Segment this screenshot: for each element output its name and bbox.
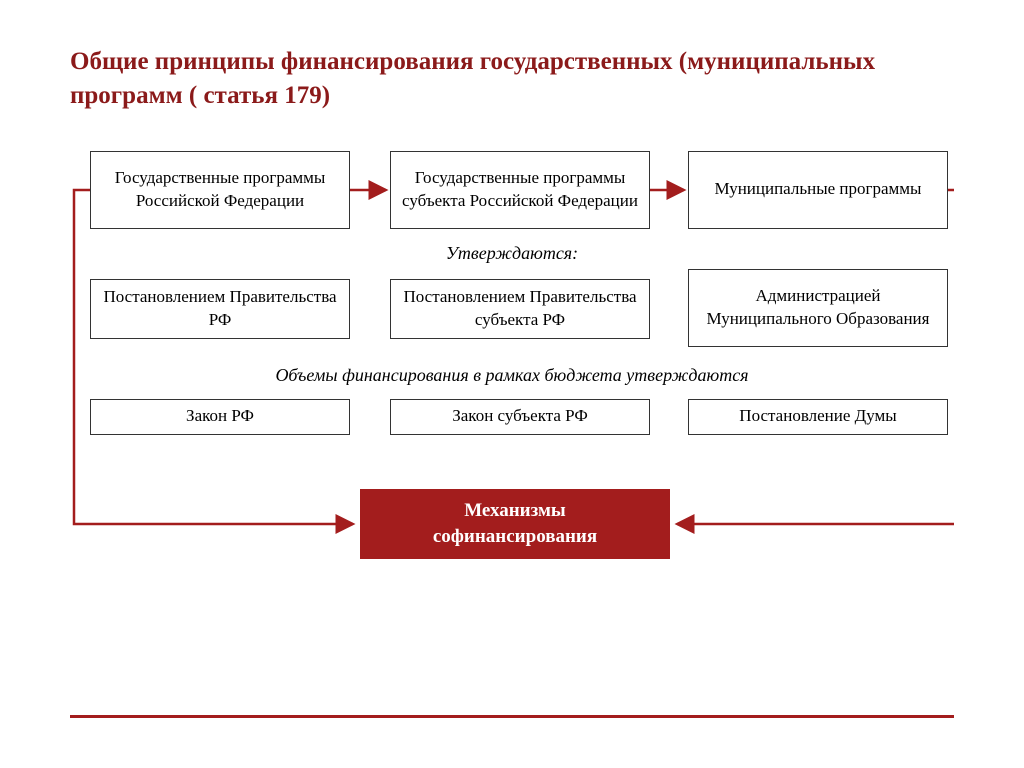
box-text: Закон РФ	[186, 405, 254, 427]
box-mechanisms-cofinancing: Механизмы софинансирования	[360, 489, 670, 559]
box-decree-gov-subject: Постановлением Правительства субъекта РФ	[390, 279, 650, 339]
box-decree-gov-rf: Постановлением Правительства РФ	[90, 279, 350, 339]
box-text: Механизмы софинансирования	[380, 498, 650, 549]
diagram-area: Государственные программы Российской Фед…	[70, 151, 954, 641]
label-approved: Утверждаются:	[70, 243, 954, 264]
box-text: Постановлением Правительства субъекта РФ	[399, 286, 641, 330]
box-state-programs-subject: Государственные программы субъекта Росси…	[390, 151, 650, 229]
box-text: Постановление Думы	[739, 405, 896, 427]
box-state-programs-rf: Государственные программы Российской Фед…	[90, 151, 350, 229]
box-text: Государственные программы субъекта Росси…	[399, 167, 641, 211]
box-municipal-programs: Муниципальные программы	[688, 151, 948, 229]
slide-title: Общие принципы финансирования государств…	[70, 45, 954, 113]
box-text: Государственные программы Российской Фед…	[99, 167, 341, 211]
box-text: Администрацией Муниципального Образовани…	[697, 285, 939, 329]
box-law-rf: Закон РФ	[90, 399, 350, 435]
label-volumes: Объемы финансирования в рамках бюджета у…	[70, 365, 954, 386]
footer-divider	[70, 715, 954, 718]
box-administration-municipal: Администрацией Муниципального Образовани…	[688, 269, 948, 347]
box-duma-decree: Постановление Думы	[688, 399, 948, 435]
box-text: Постановлением Правительства РФ	[99, 286, 341, 330]
box-law-subject: Закон субъекта РФ	[390, 399, 650, 435]
box-text: Муниципальные программы	[715, 178, 922, 200]
box-text: Закон субъекта РФ	[452, 405, 588, 427]
